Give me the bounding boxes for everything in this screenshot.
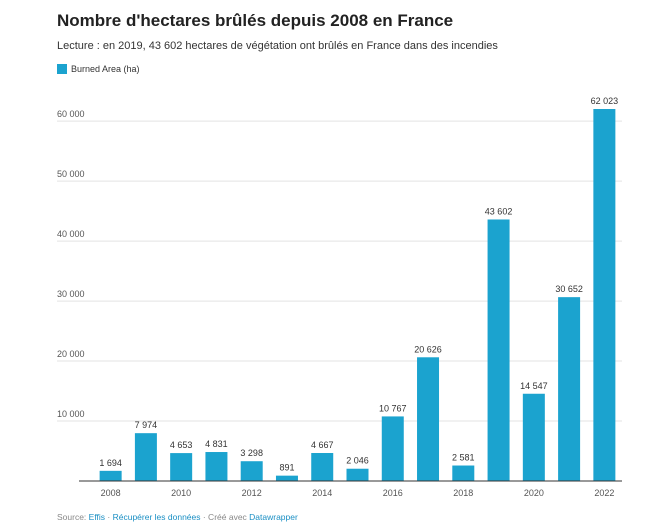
bar-2008 [99, 470, 122, 481]
datawrapper-link[interactable]: Datawrapper [249, 512, 298, 522]
x-tick-label: 2010 [171, 488, 191, 498]
legend: Burned Area (ha) [57, 64, 140, 74]
bar-2019 [487, 219, 510, 481]
bar-2015 [346, 468, 369, 481]
x-tick-label: 2022 [594, 488, 614, 498]
y-tick-label: 20 000 [57, 349, 85, 359]
bar-2021 [558, 297, 581, 481]
data-label-2018: 2 581 [452, 453, 475, 463]
data-label-2019: 43 602 [485, 206, 513, 216]
y-tick-label: 30 000 [57, 289, 85, 299]
x-tick-label: 2008 [101, 488, 121, 498]
data-label-2021: 30 652 [555, 284, 583, 294]
bar-2012 [240, 461, 263, 481]
bar-2009 [134, 433, 157, 481]
bar-2018 [452, 465, 475, 481]
bar-2022 [593, 109, 616, 481]
y-tick-label: 40 000 [57, 229, 85, 239]
x-tick-label: 2016 [383, 488, 403, 498]
x-tick-label: 2014 [312, 488, 332, 498]
bar-2020 [522, 393, 545, 481]
footer: Source: Effis · Récupérer les données · … [57, 512, 298, 522]
x-tick-label: 2012 [242, 488, 262, 498]
data-label-2017: 20 626 [414, 344, 442, 354]
y-tick-label: 60 000 [57, 109, 85, 119]
legend-label: Burned Area (ha) [71, 64, 140, 74]
y-tick-label: 50 000 [57, 169, 85, 179]
data-label-2020: 14 547 [520, 381, 548, 391]
data-label-2008: 1 694 [99, 458, 122, 468]
bar-2016 [381, 416, 404, 481]
data-label-2022: 62 023 [591, 96, 619, 106]
data-label-2016: 10 767 [379, 403, 407, 413]
data-label-2011: 4 831 [205, 439, 228, 449]
data-label-2012: 3 298 [240, 448, 263, 458]
bar-2017 [417, 357, 440, 481]
bar-2011 [205, 452, 228, 481]
x-tick-label: 2018 [453, 488, 473, 498]
y-tick-label: 10 000 [57, 409, 85, 419]
download-data-link[interactable]: Récupérer les données [112, 512, 201, 522]
legend-swatch [57, 64, 67, 74]
footer-created-with: · Créé avec [200, 512, 250, 522]
bar-2013 [275, 475, 298, 481]
bar-2010 [170, 453, 193, 481]
chart-title: Nombre d'hectares brûlés depuis 2008 en … [57, 11, 454, 30]
data-label-2015: 2 046 [346, 456, 369, 466]
chart-subtitle: Lecture : en 2019, 43 602 hectares de vé… [57, 40, 498, 52]
source-link[interactable]: Effis [88, 512, 106, 522]
footer-separator: · [105, 512, 113, 522]
footer-source-prefix: Source: [57, 512, 89, 522]
bar-2014 [311, 453, 334, 481]
data-label-2013: 891 [279, 463, 294, 473]
data-label-2014: 4 667 [311, 440, 334, 450]
data-label-2010: 4 653 [170, 440, 193, 450]
data-label-2009: 7 974 [135, 420, 158, 430]
x-tick-label: 2020 [524, 488, 544, 498]
